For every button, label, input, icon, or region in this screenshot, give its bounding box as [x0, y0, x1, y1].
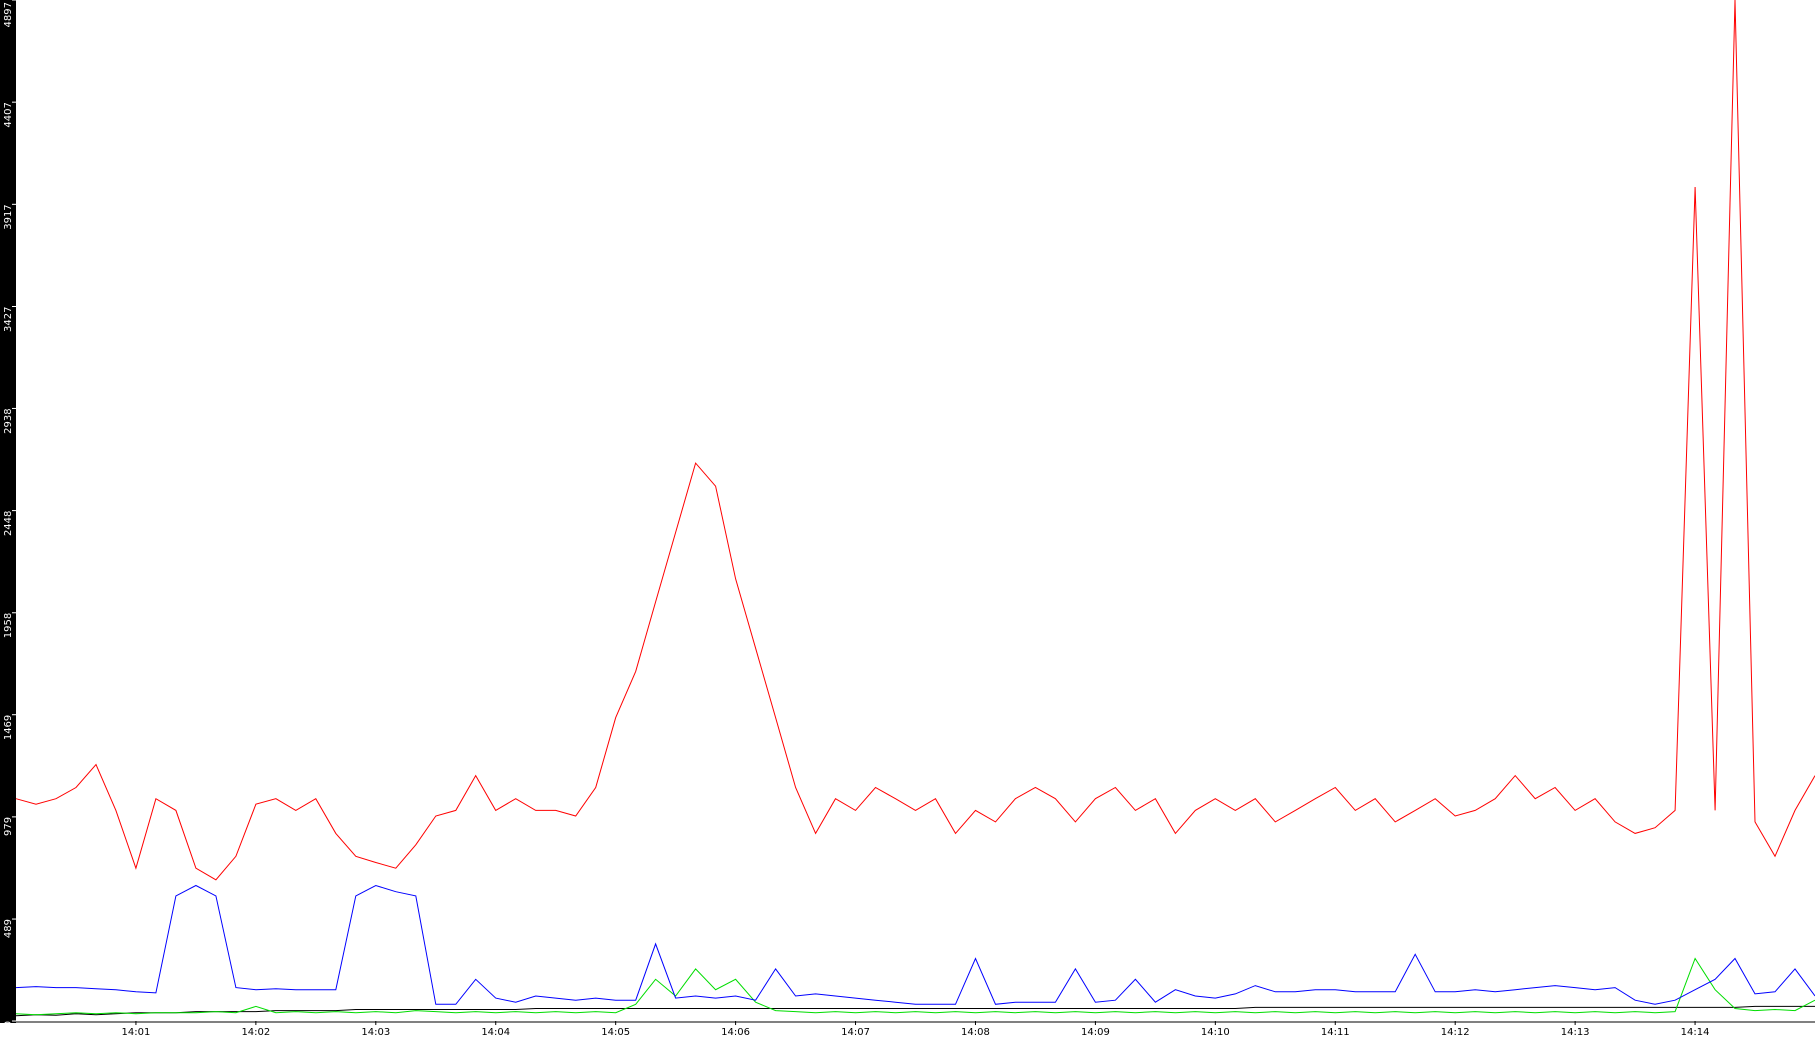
- x-tick-label: 14:06: [721, 1027, 750, 1038]
- x-tick-label: 14:07: [841, 1027, 870, 1038]
- y-tick-label: 2448: [3, 511, 14, 536]
- x-tick-label: 14:02: [241, 1027, 270, 1038]
- y-tick-label: 979: [3, 817, 14, 836]
- x-tick-label: 14:03: [361, 1027, 390, 1038]
- series-line: [15, 0, 1815, 881]
- y-tick-label: 489: [3, 919, 14, 938]
- series-line: [15, 884, 1815, 1005]
- y-tick-label: 1469: [3, 715, 14, 740]
- x-tick-label: 14:05: [601, 1027, 630, 1038]
- y-axis-strip: [0, 0, 16, 1023]
- x-tick-label: 14:04: [481, 1027, 510, 1038]
- x-tick-label: 14:09: [1081, 1027, 1110, 1038]
- y-tick-label: 4407: [3, 102, 14, 127]
- y-tick-label: 3917: [3, 204, 14, 229]
- series-line: [15, 1005, 1815, 1017]
- x-tick-label: 14:14: [1681, 1027, 1710, 1038]
- y-tick-label: 0: [3, 1021, 14, 1027]
- y-tick-label: 2938: [3, 408, 14, 433]
- y-tick-label: 1958: [3, 613, 14, 638]
- x-tick-label: 14:01: [122, 1027, 151, 1038]
- x-tick-label: 14:12: [1441, 1027, 1470, 1038]
- y-tick-label: 3427: [3, 306, 14, 331]
- y-tick-label: 4897: [3, 2, 14, 27]
- x-tick-label: 14:10: [1201, 1027, 1230, 1038]
- x-tick-label: 14:08: [961, 1027, 990, 1038]
- series-line: [15, 957, 1815, 1016]
- x-tick-label: 14:13: [1561, 1027, 1590, 1038]
- x-tick-label: 14:11: [1321, 1027, 1350, 1038]
